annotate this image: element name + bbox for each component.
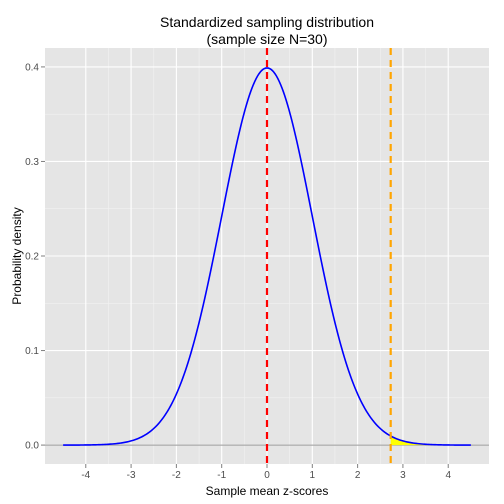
x-axis-label: Sample mean z-scores [206,484,329,498]
density-curve [63,67,471,446]
x-tick-label: -2 [172,470,181,481]
x-tick-label: 2 [355,470,361,481]
x-tick-label: -1 [217,470,226,481]
y-tick-label: 0.3 [25,157,39,168]
x-tick-label: -4 [81,470,90,481]
y-ticks: 0.0 0.1 0.2 0.3 0.4 [25,62,45,452]
marks [45,48,489,464]
chart-title: Standardized sampling distribution [160,14,374,30]
y-axis-label: Probability density [10,207,24,304]
x-tick-label: 3 [400,470,406,481]
x-tick-label: 4 [445,470,451,481]
shaded-tail-area [390,436,431,446]
y-tick-label: 0.0 [25,441,39,452]
x-tick-label: -3 [127,470,136,481]
x-ticks: -4 -3 -2 -1 0 1 2 3 4 [81,464,451,481]
y-tick-label: 0.1 [25,346,39,357]
y-tick-label: 0.4 [25,62,39,73]
y-tick-label: 0.2 [25,252,39,263]
x-tick-label: 0 [264,470,270,481]
x-tick-label: 1 [310,470,316,481]
chart-subtitle: (sample size N=30) [207,31,328,47]
